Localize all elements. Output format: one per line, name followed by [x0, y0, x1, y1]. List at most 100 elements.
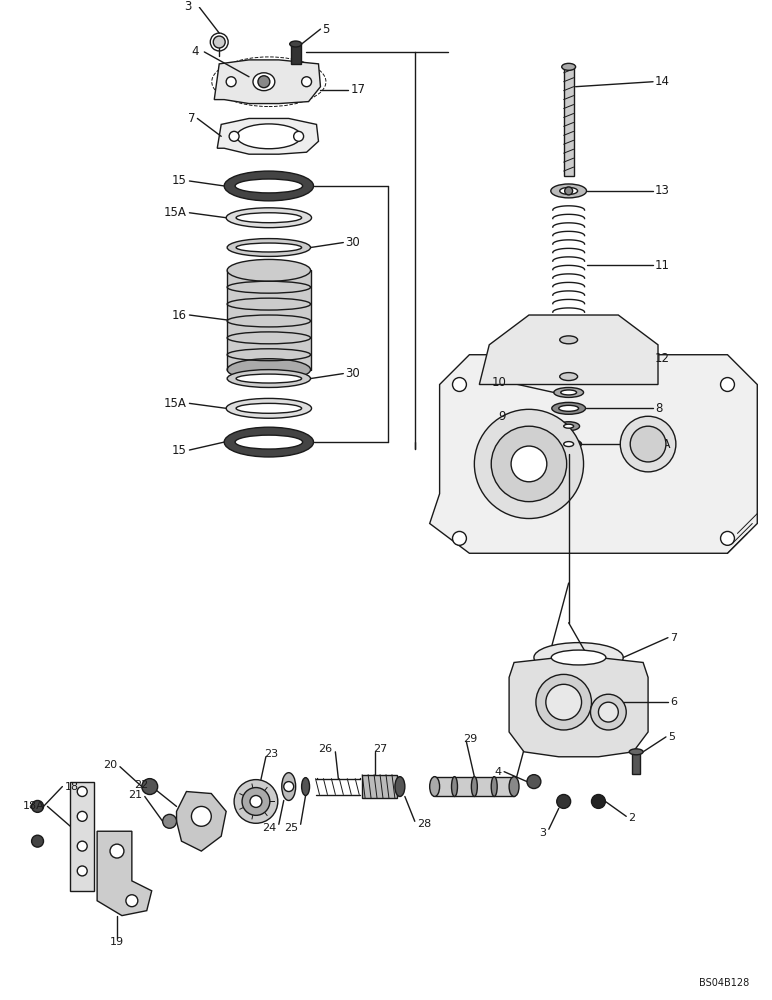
Bar — [291, 44, 300, 64]
Ellipse shape — [236, 243, 302, 252]
Ellipse shape — [534, 643, 623, 672]
Bar — [227, 270, 310, 370]
Text: 21: 21 — [127, 790, 142, 800]
Ellipse shape — [235, 435, 303, 449]
Ellipse shape — [302, 778, 310, 795]
Circle shape — [250, 795, 262, 807]
Bar — [435, 777, 514, 796]
Circle shape — [142, 779, 157, 795]
Circle shape — [474, 409, 584, 519]
Circle shape — [163, 814, 177, 828]
Ellipse shape — [557, 422, 580, 431]
Text: 30: 30 — [345, 367, 360, 380]
Circle shape — [77, 811, 87, 821]
Circle shape — [720, 378, 734, 391]
Circle shape — [527, 775, 541, 789]
Circle shape — [229, 131, 239, 141]
Circle shape — [77, 841, 87, 851]
Text: 15A: 15A — [164, 206, 187, 219]
Text: 29: 29 — [463, 734, 478, 744]
Text: 4: 4 — [494, 767, 501, 777]
Polygon shape — [430, 355, 757, 553]
Text: 15A: 15A — [164, 397, 187, 410]
Ellipse shape — [556, 439, 581, 449]
Circle shape — [511, 446, 547, 482]
Ellipse shape — [226, 398, 312, 418]
Text: 3: 3 — [184, 0, 191, 13]
Ellipse shape — [236, 374, 302, 383]
Text: 23: 23 — [264, 749, 278, 759]
Bar — [632, 752, 640, 774]
Ellipse shape — [227, 370, 310, 387]
Text: 3: 3 — [539, 828, 546, 838]
Circle shape — [226, 77, 236, 87]
Ellipse shape — [430, 777, 439, 796]
Ellipse shape — [227, 239, 310, 256]
Text: 5: 5 — [668, 732, 675, 742]
Text: 13: 13 — [655, 184, 670, 197]
Ellipse shape — [472, 777, 477, 796]
Text: 4: 4 — [192, 45, 199, 58]
Circle shape — [191, 806, 212, 826]
Text: 25: 25 — [285, 823, 299, 833]
Polygon shape — [509, 658, 648, 757]
Circle shape — [557, 795, 571, 808]
Text: 30: 30 — [345, 236, 360, 249]
Text: 22: 22 — [134, 780, 149, 790]
Text: 28: 28 — [417, 819, 431, 829]
Text: 12: 12 — [655, 352, 670, 365]
Ellipse shape — [227, 359, 310, 381]
Text: 7: 7 — [670, 633, 677, 643]
Polygon shape — [217, 118, 319, 154]
Text: 15: 15 — [171, 174, 187, 187]
Ellipse shape — [564, 442, 574, 447]
Circle shape — [126, 895, 138, 907]
Bar — [362, 775, 397, 798]
Circle shape — [546, 684, 581, 720]
Text: 27: 27 — [373, 744, 388, 754]
Ellipse shape — [227, 259, 310, 281]
Text: 24: 24 — [262, 823, 277, 833]
Circle shape — [234, 780, 278, 823]
Text: 16: 16 — [171, 309, 187, 322]
Circle shape — [258, 76, 270, 88]
Text: 9: 9 — [499, 410, 506, 423]
Ellipse shape — [236, 124, 301, 149]
Circle shape — [110, 844, 124, 858]
Circle shape — [32, 800, 43, 812]
Ellipse shape — [629, 749, 643, 755]
Text: 6: 6 — [670, 697, 677, 707]
Text: 15: 15 — [171, 444, 187, 457]
Bar — [560, 340, 577, 377]
Ellipse shape — [224, 427, 313, 457]
Circle shape — [302, 77, 312, 87]
Circle shape — [591, 795, 605, 808]
Circle shape — [452, 378, 466, 391]
Bar — [564, 67, 574, 176]
Ellipse shape — [452, 777, 458, 796]
Circle shape — [293, 131, 303, 141]
Polygon shape — [97, 831, 152, 916]
Circle shape — [32, 835, 43, 847]
Ellipse shape — [491, 777, 497, 796]
Text: 19: 19 — [110, 937, 124, 947]
Ellipse shape — [235, 179, 303, 193]
Ellipse shape — [395, 777, 405, 796]
Text: 9A: 9A — [655, 438, 671, 451]
Ellipse shape — [554, 387, 584, 397]
Ellipse shape — [290, 41, 302, 47]
Polygon shape — [479, 315, 658, 385]
Text: 18A: 18A — [22, 801, 45, 811]
Text: 7: 7 — [188, 112, 195, 125]
Text: 18: 18 — [64, 782, 79, 792]
Ellipse shape — [226, 208, 312, 228]
Ellipse shape — [560, 390, 577, 395]
Ellipse shape — [253, 73, 275, 91]
Circle shape — [720, 531, 734, 545]
Circle shape — [213, 36, 225, 48]
Ellipse shape — [560, 336, 577, 344]
Ellipse shape — [236, 403, 302, 413]
Circle shape — [620, 416, 676, 472]
Text: 2: 2 — [628, 813, 635, 823]
Circle shape — [284, 782, 293, 792]
